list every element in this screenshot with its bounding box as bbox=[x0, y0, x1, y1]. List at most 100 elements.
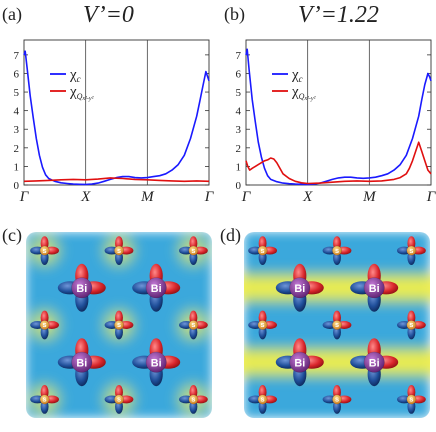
bi-orbital: Bi bbox=[132, 263, 181, 312]
plot-frame bbox=[245, 39, 432, 186]
legend-label-chi-q: χQx²-y² bbox=[291, 84, 316, 102]
bi-orbital: Bi bbox=[132, 338, 181, 387]
bi-label: Bi bbox=[76, 357, 87, 369]
s-label: S bbox=[43, 398, 47, 404]
s-label: S bbox=[261, 398, 265, 404]
bi-orbital: Bi bbox=[57, 263, 106, 312]
bi-atom bbox=[71, 277, 93, 299]
bi-atom bbox=[145, 351, 167, 373]
panel-a-title: V’=0 bbox=[83, 2, 134, 28]
y-tick-label: 0 bbox=[236, 180, 242, 192]
bi-label: Bi bbox=[76, 283, 87, 295]
s-orbital: S bbox=[397, 385, 426, 414]
lattice-panel-c: S S S S S S S S S Bi Bi Bi Bi bbox=[26, 232, 212, 418]
y-tick-label: 2 bbox=[236, 143, 242, 155]
bi-atom bbox=[363, 351, 385, 373]
s-atom bbox=[39, 320, 50, 330]
bi-atom bbox=[363, 277, 385, 299]
series-line-chi-c bbox=[23, 50, 210, 186]
y-tick-label: 3 bbox=[236, 124, 242, 136]
x-tick-label: Γ bbox=[241, 189, 252, 205]
series-line-chi-c bbox=[245, 48, 432, 186]
s-label: S bbox=[409, 323, 413, 329]
y-tick-label: 7 bbox=[14, 50, 20, 62]
s-atom bbox=[406, 394, 417, 405]
s-label: S bbox=[261, 249, 265, 255]
s-orbital: S bbox=[248, 310, 277, 340]
s-orbital: S bbox=[30, 310, 59, 340]
y-tick-label: 6 bbox=[14, 68, 20, 80]
y-tick-label: 1 bbox=[14, 161, 20, 173]
bi-atom bbox=[289, 351, 311, 373]
yellow-stripe bbox=[244, 341, 430, 383]
s-atom bbox=[332, 320, 342, 330]
s-atom bbox=[406, 245, 417, 256]
panel-c-letter: (c) bbox=[2, 225, 22, 246]
s-atom bbox=[188, 320, 199, 330]
bi-atom bbox=[145, 277, 167, 299]
s-label: S bbox=[409, 249, 413, 255]
panel-d-letter: (d) bbox=[220, 225, 241, 246]
legend-label-chi-c: χc bbox=[291, 67, 303, 84]
plot-frame bbox=[23, 39, 210, 186]
legend-label-chi-c: χc bbox=[69, 67, 81, 84]
panel-a-letter: (a) bbox=[2, 4, 22, 25]
bi-orbital: Bi bbox=[350, 263, 399, 312]
x-tick-label: X bbox=[302, 189, 313, 205]
s-orbital: S bbox=[30, 236, 59, 265]
s-atom bbox=[114, 394, 124, 405]
lattice-panel-d: S S S S S S S S S Bi Bi Bi Bi bbox=[244, 232, 430, 418]
s-label: S bbox=[191, 398, 195, 404]
s-label: S bbox=[335, 398, 339, 404]
bi-orbital: Bi bbox=[275, 263, 324, 312]
y-tick-label: 5 bbox=[14, 87, 20, 99]
y-tick-label: 1 bbox=[236, 161, 242, 173]
s-orbital: S bbox=[322, 385, 352, 414]
s-label: S bbox=[43, 249, 47, 255]
y-tick-label: 3 bbox=[14, 124, 20, 136]
s-atom bbox=[332, 394, 342, 405]
s-atom bbox=[114, 245, 124, 256]
bi-label: Bi bbox=[294, 357, 305, 369]
s-label: S bbox=[117, 249, 121, 255]
x-tick-label: M bbox=[362, 189, 377, 205]
s-orbital: S bbox=[397, 236, 426, 265]
s-orbital: S bbox=[30, 385, 59, 414]
s-atom bbox=[114, 320, 124, 330]
bi-atom bbox=[71, 351, 93, 373]
bi-orbital: Bi bbox=[57, 338, 106, 387]
series-line-chi-q bbox=[245, 141, 432, 185]
s-label: S bbox=[191, 249, 195, 255]
s-label: S bbox=[117, 323, 121, 329]
s-orbital: S bbox=[179, 385, 208, 414]
s-atom bbox=[188, 245, 199, 256]
x-tick-label: X bbox=[80, 189, 91, 205]
s-label: S bbox=[191, 323, 195, 329]
x-tick-label: Γ bbox=[19, 189, 30, 205]
s-atom bbox=[406, 320, 417, 330]
s-orbital: S bbox=[248, 236, 277, 265]
s-label: S bbox=[335, 323, 339, 329]
bi-atom bbox=[289, 277, 311, 299]
bi-label: Bi bbox=[151, 283, 162, 295]
y-tick-label: 6 bbox=[236, 68, 242, 80]
s-atom bbox=[257, 394, 268, 405]
s-orbital: S bbox=[104, 236, 134, 265]
y-tick-label: 4 bbox=[236, 106, 242, 118]
legend-label-chi-q: χQx²-y² bbox=[69, 84, 94, 102]
s-orbital: S bbox=[179, 236, 208, 265]
s-orbital: S bbox=[248, 385, 277, 414]
s-atom bbox=[188, 394, 199, 405]
bi-orbital: Bi bbox=[350, 338, 399, 387]
s-label: S bbox=[335, 249, 339, 255]
bi-label: Bi bbox=[151, 357, 162, 369]
y-tick-label: 0 bbox=[14, 180, 20, 192]
panel-b-letter: (b) bbox=[224, 4, 245, 25]
s-orbital: S bbox=[397, 310, 426, 340]
s-orbital: S bbox=[322, 236, 352, 265]
s-atom bbox=[332, 245, 342, 256]
s-orbital: S bbox=[104, 310, 134, 340]
